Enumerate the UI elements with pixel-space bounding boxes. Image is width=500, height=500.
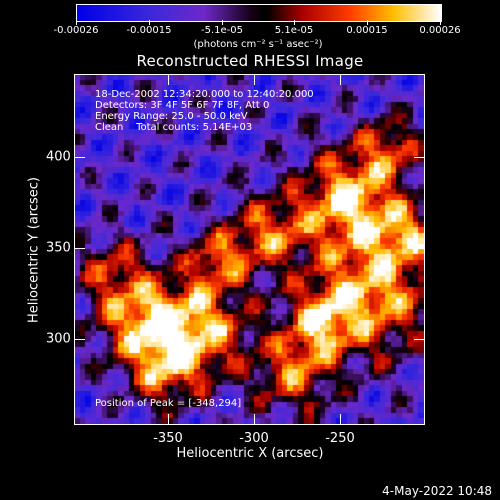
colorbar-units: (photons cm⁻² s⁻¹ asec⁻²) [193, 39, 323, 50]
x-tick-label: -250 [325, 431, 355, 446]
x-tick-label: -300 [239, 431, 269, 446]
time-range-text: 18-Dec-2002 12:34:20.000 to 12:40:20.000 [95, 89, 314, 100]
x-axis-label: Heliocentric X (arcsec) [176, 446, 324, 461]
colorbar-tick [149, 20, 150, 25]
plot-title: Reconstructed RHESSI Image [136, 52, 364, 70]
colorbar-tick-label: 5.1e-05 [274, 25, 314, 36]
x-tick-label: -350 [153, 431, 183, 446]
colorbar-tick [76, 20, 77, 25]
plot-area: 18-Dec-2002 12:34:20.000 to 12:40:20.000… [74, 74, 425, 425]
x-tickmark [254, 414, 255, 424]
x-tickmark-top [168, 75, 169, 85]
x-tickmark [340, 414, 341, 424]
y-tickmark [75, 339, 85, 340]
peak-position-text: Position of Peak = [-348,294] [95, 398, 242, 409]
y-tickmark [75, 157, 85, 158]
detectors-text: Detectors: 3F 4F 5F 6F 7F 8F, Att 0 [95, 100, 270, 111]
colorbar-tick-label: 0.00015 [346, 25, 388, 36]
clean-counts-text: Clean Total counts: 5.14E+03 [95, 122, 253, 133]
colorbar-tick [367, 20, 368, 25]
timestamp: 4-May-2022 10:48 [382, 484, 492, 498]
energy-range-text: Energy Range: 25.0 - 50.0 keV [95, 111, 248, 122]
y-tickmark-right [414, 157, 424, 158]
y-tickmark-right [414, 339, 424, 340]
colorbar-tick-label: -5.1e-05 [201, 25, 243, 36]
y-tickmark [75, 248, 85, 249]
x-tickmark-top [254, 75, 255, 85]
colorbar-tick [440, 20, 441, 25]
y-tick-label: 400 [46, 149, 71, 165]
colorbar-tick [294, 20, 295, 25]
y-tickmark-right [414, 248, 424, 249]
colorbar-tick-label: 0.00026 [419, 25, 461, 36]
colorbar-tick-label: -0.00015 [126, 25, 172, 36]
x-tickmark-top [340, 75, 341, 85]
y-axis-label: Heliocentric Y (arcsec) [26, 177, 42, 323]
colorbar-tick-label: -0.00026 [53, 25, 99, 36]
x-tickmark [168, 414, 169, 424]
y-tick-label: 300 [46, 331, 71, 347]
heatmap-image [75, 75, 424, 424]
y-tick-label: 350 [46, 240, 71, 256]
colorbar-tick [222, 20, 223, 25]
colorbar [76, 4, 442, 22]
